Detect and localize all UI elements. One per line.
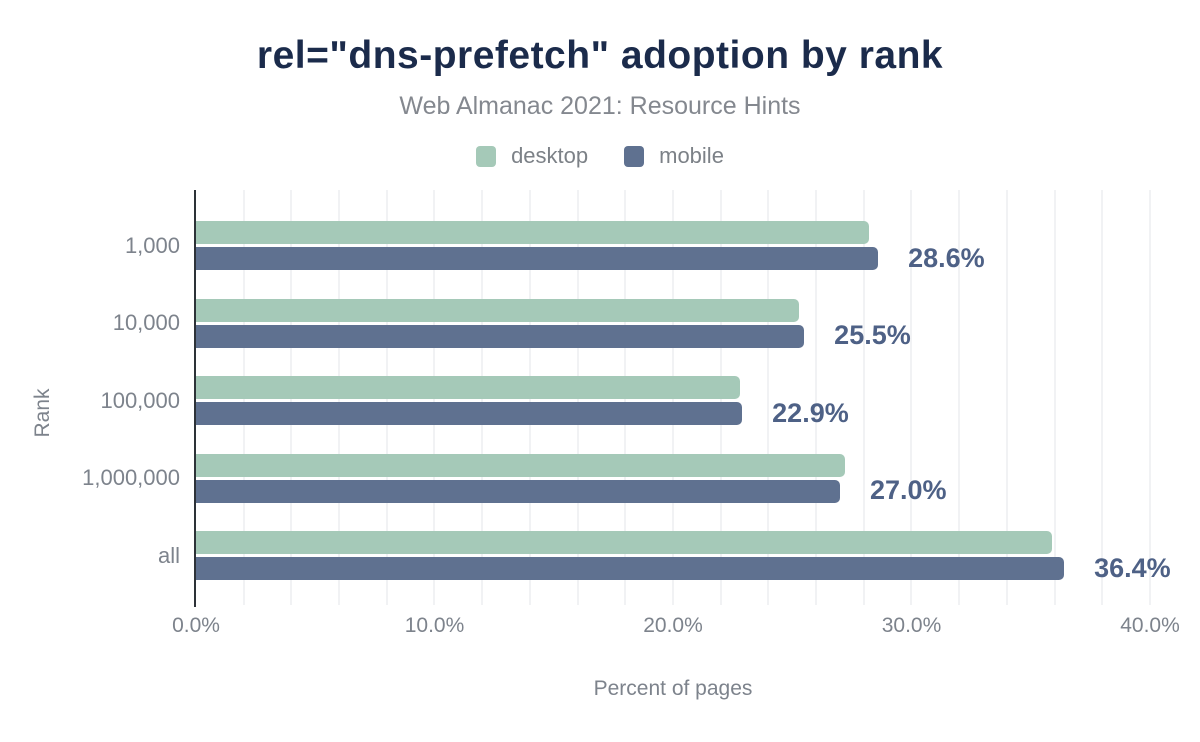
bar-mobile bbox=[196, 324, 805, 348]
gridline bbox=[1005, 190, 1008, 605]
bar-mobile bbox=[196, 247, 879, 270]
bar-mobile bbox=[196, 402, 743, 425]
value-label: 28.6% bbox=[908, 242, 985, 273]
bar-mobile bbox=[196, 557, 1065, 580]
bar-desktop bbox=[196, 453, 845, 477]
category-label: 1,000 bbox=[124, 232, 180, 258]
gridline bbox=[1148, 190, 1151, 605]
bar-desktop bbox=[196, 376, 740, 399]
chart-subtitle: Web Almanac 2021: Resource Hints bbox=[399, 92, 801, 120]
x-tick-label: 10.0% bbox=[404, 614, 465, 637]
desktop-swatch-icon bbox=[476, 145, 497, 167]
value-label: 22.9% bbox=[772, 397, 849, 428]
x-axis-title: Percent of pages bbox=[593, 677, 753, 700]
bar-desktop bbox=[196, 531, 1053, 554]
x-tick-label: 20.0% bbox=[643, 614, 703, 637]
value-label: 25.5% bbox=[834, 319, 911, 350]
category-label: all bbox=[157, 542, 180, 568]
category-label: 1,000,000 bbox=[82, 465, 180, 490]
plot-area: 1,000 28.6% 10,000 25.5% 100,000 22.9% 1,000,0… bbox=[82, 190, 1181, 607]
y-axis-title: Rank bbox=[31, 388, 54, 438]
legend-label-mobile: mobile bbox=[659, 143, 724, 168]
x-tick-label: 30.0% bbox=[881, 614, 942, 637]
legend-item-desktop: desktop bbox=[476, 143, 588, 169]
value-label: 27.0% bbox=[869, 474, 947, 505]
legend: desktop mobile bbox=[0, 143, 1200, 169]
category-label: 10,000 bbox=[112, 310, 180, 335]
x-tick-label: 0.0% bbox=[172, 614, 220, 637]
mobile-swatch-icon bbox=[624, 145, 645, 167]
gridline bbox=[815, 190, 818, 605]
bar-desktop bbox=[196, 221, 869, 244]
gridline bbox=[1053, 190, 1056, 605]
y-axis-line bbox=[194, 190, 196, 607]
gridline bbox=[958, 190, 961, 605]
category-label: 100,000 bbox=[100, 387, 180, 413]
chart-title: rel="dns-prefetch" adoption by rank bbox=[256, 34, 944, 77]
x-tick-label: 40.0% bbox=[1120, 614, 1180, 637]
legend-label-desktop: desktop bbox=[511, 143, 589, 168]
value-label: 36.4% bbox=[1094, 552, 1171, 583]
gridline bbox=[862, 190, 865, 605]
gridline bbox=[767, 190, 770, 605]
gridline bbox=[910, 190, 913, 605]
bar-desktop bbox=[196, 298, 800, 322]
legend-item-mobile: mobile bbox=[624, 143, 724, 169]
bar-mobile bbox=[196, 479, 840, 503]
gridline bbox=[1101, 190, 1104, 605]
